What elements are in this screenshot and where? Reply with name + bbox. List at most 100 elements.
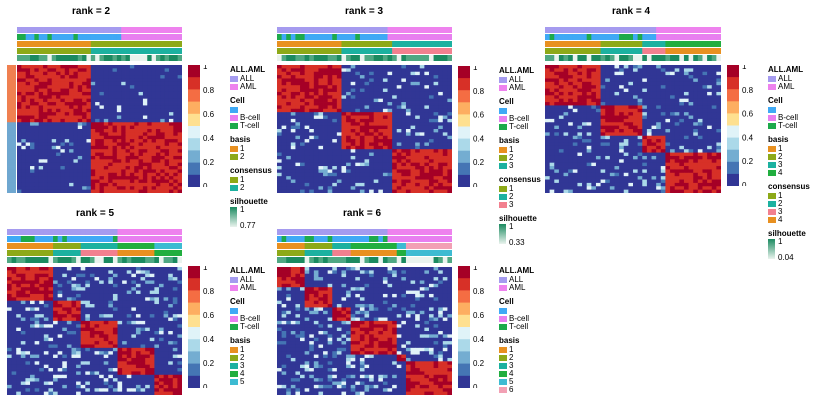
heatmap-cell — [651, 108, 657, 113]
heatmap-cell — [295, 166, 301, 170]
heatmap-cell — [378, 142, 384, 147]
heatmap-cell — [688, 169, 694, 174]
annotation-cell — [656, 55, 662, 61]
heatmap-cell — [688, 142, 694, 147]
heatmap-cell — [341, 115, 347, 120]
heatmap-cell — [346, 88, 352, 93]
heatmap-cell — [25, 182, 31, 187]
heatmap-cell — [582, 129, 588, 133]
heatmap-cell — [281, 98, 287, 103]
heatmap-cell — [382, 176, 388, 180]
heatmap-cell — [410, 68, 416, 73]
heatmap-cell — [665, 186, 671, 191]
annotation-cell — [628, 41, 634, 47]
heatmap-cell — [433, 95, 439, 100]
heatmap-cell — [281, 155, 287, 160]
annotation-cell — [442, 48, 448, 54]
heatmap-cell — [290, 189, 296, 194]
heatmap-cell — [25, 149, 31, 153]
annotation-cell — [447, 48, 453, 54]
heatmap-cell — [125, 75, 131, 79]
heatmap-cell — [350, 115, 356, 120]
heatmap-cell — [716, 129, 722, 133]
heatmap-cell — [77, 145, 83, 150]
heatmap-cell — [290, 65, 296, 69]
annotation-cell — [34, 41, 40, 47]
heatmap-cell — [447, 182, 453, 187]
heatmap-cell — [401, 149, 407, 153]
heatmap-cell — [116, 172, 122, 177]
heatmap-cell — [341, 65, 347, 69]
heatmap-cell — [545, 115, 551, 120]
heatmap-cell — [633, 152, 639, 157]
annotation-cell — [286, 48, 292, 54]
annotation-cell — [103, 55, 109, 61]
heatmap-cell — [21, 68, 27, 73]
heatmap-cell — [355, 176, 361, 180]
heatmap-cell — [134, 91, 139, 96]
annotation-cell — [614, 41, 620, 47]
annotation-cell — [424, 27, 430, 33]
heatmap-cell — [651, 71, 657, 76]
heatmap-cell — [670, 152, 676, 157]
annotation-cell — [95, 41, 100, 47]
row-annotation-cell — [7, 88, 16, 93]
heatmap-cell — [290, 135, 296, 140]
heatmap-cell — [77, 135, 83, 140]
heatmap-cell — [586, 122, 592, 127]
heatmap-cell — [142, 186, 148, 191]
heatmap-cell — [549, 112, 555, 116]
annotation-cell — [582, 48, 588, 54]
heatmap-cell — [656, 179, 662, 184]
heatmap-cell — [428, 81, 434, 86]
heatmap-cell — [164, 75, 170, 79]
heatmap-cell — [651, 102, 657, 106]
heatmap-cell — [558, 71, 564, 76]
heatmap-cell — [77, 98, 83, 103]
heatmap-cell — [568, 135, 574, 140]
heatmap-cell — [327, 155, 333, 160]
heatmap-cell — [129, 115, 135, 120]
heatmap-cell — [112, 95, 118, 100]
annotation-cell — [108, 34, 113, 40]
annotation-cell — [693, 34, 699, 40]
heatmap-cell — [558, 172, 564, 177]
heatmap-cell — [142, 95, 148, 100]
heatmap-cell — [323, 152, 329, 157]
heatmap-cell — [129, 159, 135, 164]
heatmap-cell — [341, 75, 347, 79]
heatmap-cell — [82, 135, 87, 140]
heatmap-cell — [281, 182, 287, 187]
heatmap-cell — [346, 122, 352, 127]
heatmap-cell — [147, 142, 153, 147]
heatmap-cell — [670, 132, 676, 137]
heatmap-cell — [711, 122, 717, 127]
heatmap-cell — [410, 145, 416, 150]
row-annotation-cell — [7, 118, 16, 123]
heatmap-cell — [568, 122, 574, 127]
heatmap-cell — [558, 149, 564, 153]
heatmap-cell — [674, 88, 680, 93]
annotation-cell — [173, 34, 179, 40]
heatmap-cell — [419, 68, 425, 73]
heatmap-cell — [549, 88, 555, 93]
heatmap-cell — [651, 85, 657, 89]
silhouette-tick-low: 0.77 — [240, 221, 256, 230]
heatmap-cell — [605, 166, 611, 170]
heatmap-cell — [138, 105, 144, 110]
heatmap-cell — [64, 75, 70, 79]
heatmap-cell — [387, 176, 393, 180]
annotation-cell — [177, 55, 183, 61]
heatmap-cell — [160, 172, 166, 177]
annotation-cell — [108, 27, 113, 33]
heatmap-cell — [155, 102, 161, 106]
heatmap-cell — [177, 189, 183, 194]
heatmap-cell — [112, 91, 118, 96]
heatmap-cell — [103, 125, 109, 130]
heatmap-cell — [350, 159, 356, 164]
heatmap-cell — [56, 149, 61, 153]
annotation-cell — [707, 34, 713, 40]
heatmap-cell — [401, 139, 407, 143]
heatmap-cell — [396, 95, 402, 100]
heatmap-cell — [168, 159, 174, 164]
